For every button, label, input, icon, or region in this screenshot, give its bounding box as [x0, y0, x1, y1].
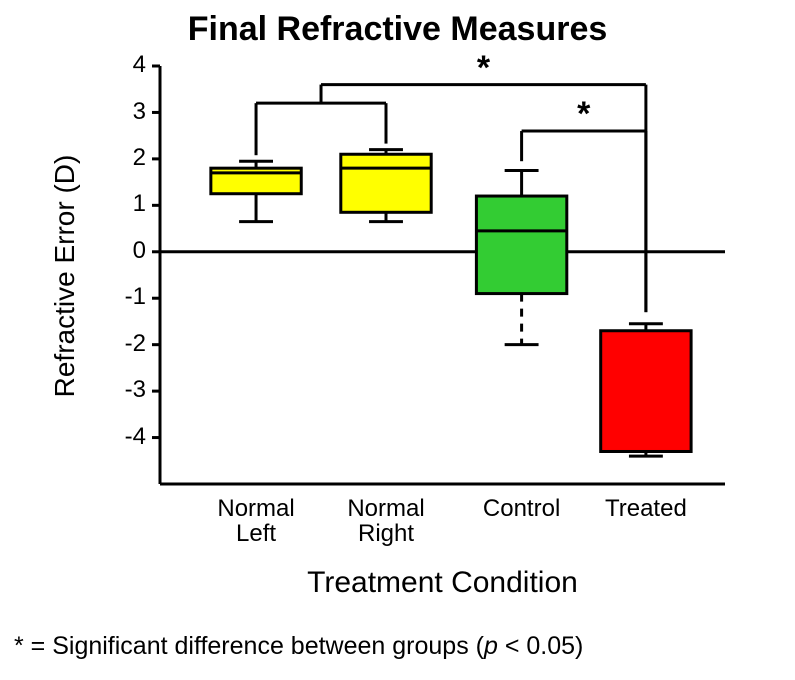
y-tick-label: -4 — [98, 423, 146, 451]
significance-star: * — [463, 49, 503, 88]
y-tick-label: 2 — [98, 144, 146, 172]
y-tick-label: 1 — [98, 190, 146, 218]
y-tick-label: -1 — [98, 283, 146, 311]
x-category-label: NormalRight — [316, 496, 456, 546]
y-tick-label: -3 — [98, 376, 146, 404]
y-tick-label: -2 — [98, 330, 146, 358]
y-tick-label: 4 — [98, 51, 146, 79]
x-category-label: Control — [452, 496, 592, 521]
y-tick-label: 3 — [98, 98, 146, 126]
figure-container: Final Refractive Measures Refractive Err… — [0, 0, 795, 680]
y-tick-label: 0 — [98, 237, 146, 265]
significance-star: * — [564, 95, 604, 134]
x-category-label: NormalLeft — [186, 496, 326, 546]
x-category-label: Treated — [576, 496, 716, 521]
